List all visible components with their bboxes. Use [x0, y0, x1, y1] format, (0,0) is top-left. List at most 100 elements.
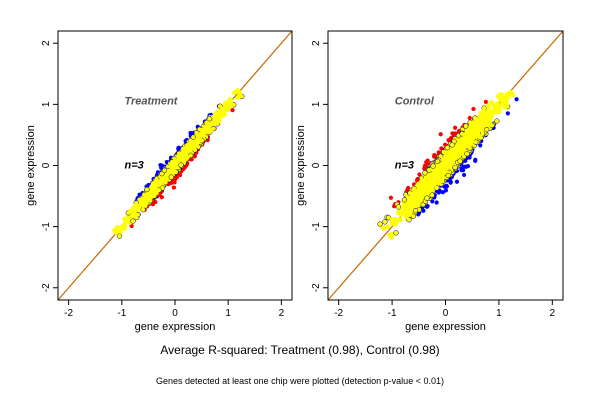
data-point	[116, 233, 123, 239]
data-point	[470, 120, 476, 126]
data-point	[480, 118, 486, 123]
data-point	[181, 153, 187, 159]
n-annotation: n=3	[395, 160, 414, 172]
data-point	[409, 192, 415, 197]
outlier-point-blue	[159, 165, 164, 170]
data-point	[149, 186, 154, 192]
data-point	[199, 127, 205, 133]
data-points	[112, 88, 245, 239]
y-tick-label: 2	[41, 40, 52, 46]
y-tick-label: -2	[311, 283, 322, 292]
data-point	[435, 166, 441, 172]
outlier-point-blue	[461, 172, 467, 178]
data-point	[425, 179, 431, 185]
y-axis-label: gene expression	[295, 125, 307, 206]
data-point	[143, 200, 149, 206]
data-point	[491, 109, 497, 115]
data-point	[502, 105, 508, 110]
data-point	[195, 139, 201, 145]
outlier-point-red	[438, 132, 443, 137]
x-tick-label: -2	[334, 308, 343, 319]
data-point	[412, 187, 418, 193]
data-point	[133, 202, 139, 208]
y-tick-label: -2	[41, 283, 52, 292]
data-point	[216, 110, 222, 115]
outlier-point-blue	[444, 183, 449, 188]
outlier-point-red	[425, 158, 430, 163]
outlier-point-red	[453, 125, 458, 130]
outlier-point-blue	[473, 158, 478, 164]
data-point	[468, 135, 474, 141]
outlier-point-red	[483, 99, 488, 104]
data-point	[170, 168, 176, 174]
x-tick-label: 2	[279, 308, 285, 319]
x-tick-label: -2	[64, 308, 73, 319]
data-point	[145, 195, 151, 200]
outlier-point-red	[417, 172, 422, 177]
data-point	[170, 164, 176, 170]
data-point	[398, 217, 404, 223]
data-point	[457, 158, 463, 164]
data-point	[449, 150, 455, 156]
data-point	[130, 218, 136, 224]
data-point	[424, 195, 430, 201]
data-point	[407, 211, 413, 217]
data-point	[231, 90, 237, 96]
caption-note: Genes detected at least one chip were pl…	[156, 376, 444, 386]
data-point	[498, 92, 503, 98]
x-tick-label: 0	[172, 308, 178, 319]
x-tick-label: 1	[496, 308, 502, 319]
data-point	[464, 151, 470, 157]
data-point	[449, 154, 455, 160]
data-point	[444, 159, 450, 164]
outlier-point-blue	[424, 204, 430, 209]
data-point	[401, 211, 407, 217]
data-point	[186, 146, 192, 151]
y-tick-label: -1	[311, 222, 322, 231]
data-point	[177, 157, 183, 162]
data-point	[237, 90, 242, 96]
y-tick-label: 1	[311, 101, 322, 107]
data-point	[504, 101, 510, 107]
data-point	[412, 208, 419, 214]
data-point	[149, 193, 155, 199]
plot-area	[328, 31, 563, 300]
data-point	[440, 162, 446, 168]
data-point	[390, 218, 395, 224]
outlier-point-blue	[434, 200, 439, 205]
data-point	[377, 221, 383, 227]
outlier-point-red	[153, 199, 158, 205]
data-point	[144, 186, 150, 193]
data-point	[419, 177, 425, 183]
data-point	[166, 169, 172, 174]
data-point	[406, 208, 412, 213]
data-point	[479, 127, 485, 133]
outlier-point-red	[171, 185, 176, 190]
data-point	[476, 133, 482, 139]
data-point	[465, 129, 471, 135]
data-point	[456, 140, 461, 146]
data-point	[187, 141, 193, 147]
data-point	[382, 219, 388, 225]
n-annotation: n=3	[124, 160, 143, 172]
data-point	[221, 107, 227, 112]
data-point	[387, 232, 393, 238]
data-point	[198, 133, 204, 139]
data-point	[225, 107, 230, 112]
outlier-point-blue	[478, 143, 483, 148]
data-point	[444, 145, 450, 151]
data-point	[125, 218, 131, 223]
data-point	[190, 134, 196, 140]
data-point	[153, 186, 158, 191]
data-point	[206, 116, 213, 122]
data-point	[393, 230, 399, 236]
outlier-point-red	[467, 115, 472, 121]
data-point	[417, 185, 423, 191]
data-points	[377, 89, 516, 240]
data-point	[216, 115, 222, 121]
outlier-point-blue	[443, 188, 449, 193]
data-point	[178, 162, 184, 168]
outlier-point-blue	[176, 145, 181, 150]
data-point	[406, 217, 412, 223]
data-point	[132, 207, 138, 213]
